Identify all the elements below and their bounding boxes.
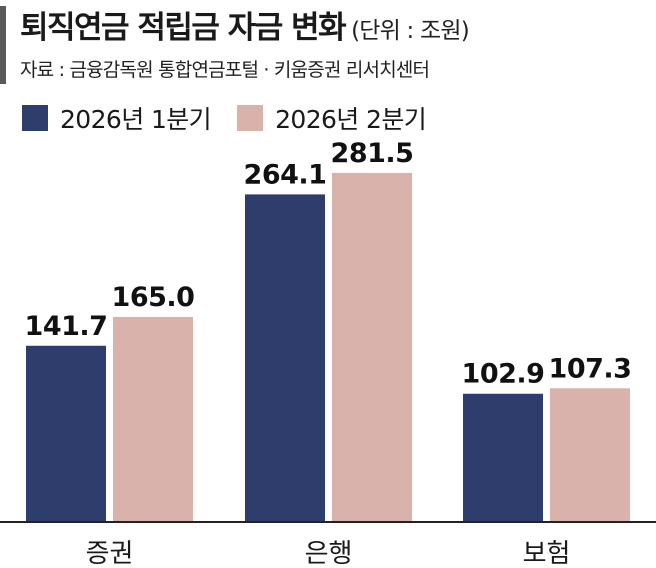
legend: 2026년 1분기 2026년 2분기 — [22, 98, 452, 138]
category-label-1: 증권 — [86, 539, 134, 568]
legend-item-series1: 2026년 1분기 — [22, 100, 212, 136]
bar-1-3 — [463, 393, 543, 521]
chart-title: 퇴직연금 적립금 자금 변화 — [20, 10, 347, 46]
value-label-2-1: 165.0 — [112, 282, 195, 313]
value-label-1-3: 102.9 — [462, 359, 545, 390]
unit-label: (단위 : 조원) — [351, 18, 470, 44]
title-row: 퇴직연금 적립금 자금 변화 (단위 : 조원) — [20, 2, 470, 47]
legend-swatch-series1 — [22, 105, 48, 131]
value-label-1-2: 264.1 — [244, 159, 327, 190]
value-label-2-3: 107.3 — [549, 353, 632, 384]
legend-label-series2: 2026년 2분기 — [275, 105, 427, 134]
source-note: 자료 : 금융감독원 통합연금포털 · 키움증권 리서치센터 — [20, 59, 430, 81]
legend-label-series1: 2026년 1분기 — [60, 105, 212, 134]
legend-item-series2: 2026년 2분기 — [237, 100, 427, 136]
bar-1-1 — [26, 345, 106, 521]
bar-1-2 — [245, 194, 325, 521]
bar-2-3 — [550, 388, 630, 521]
category-label-2: 은행 — [305, 539, 353, 568]
title-accent-bar — [0, 6, 6, 84]
bar-2-2 — [332, 172, 412, 521]
legend-swatch-series2 — [237, 105, 264, 131]
value-label-1-1: 141.7 — [25, 311, 108, 342]
value-label-2-2: 281.5 — [331, 138, 414, 169]
bar-2-1 — [113, 316, 193, 521]
category-label-3: 보험 — [523, 539, 571, 568]
